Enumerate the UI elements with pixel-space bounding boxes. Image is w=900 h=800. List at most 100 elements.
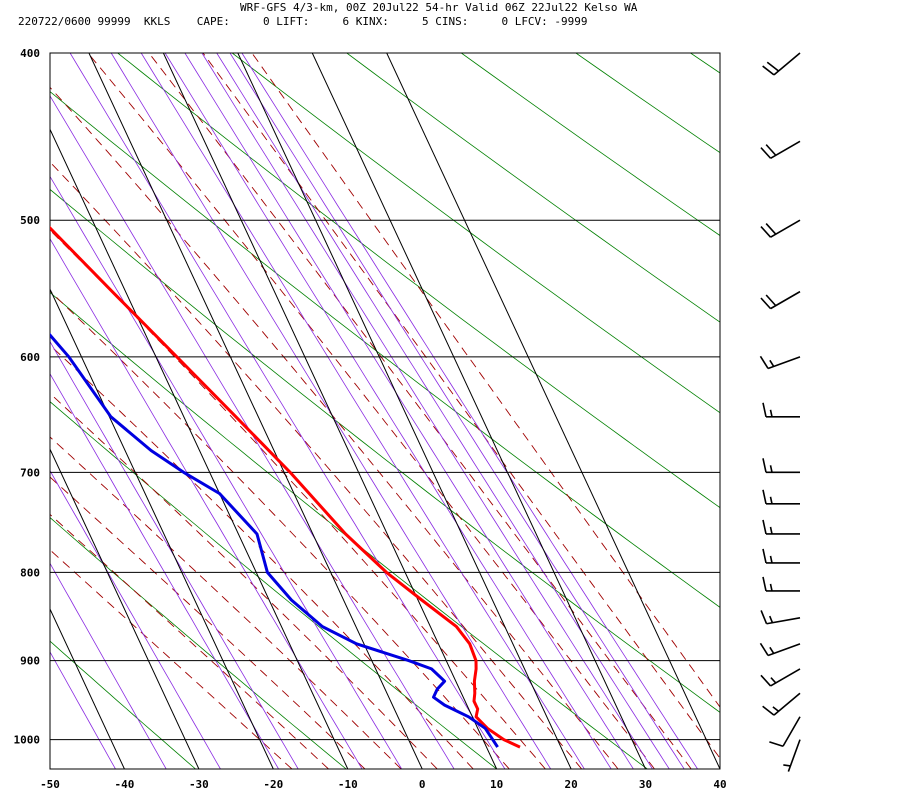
barb-feather: [769, 741, 784, 747]
dry-adiabat: [231, 53, 720, 414]
mixing-ratio-line: [50, 562, 167, 769]
temperature-line: [50, 225, 521, 749]
x-tick-label: -40: [115, 778, 135, 791]
moist-adiabat: [50, 392, 438, 769]
barb-feather: [762, 705, 775, 716]
mixing-ratio-line: [164, 53, 612, 769]
dry-adiabat: [50, 517, 347, 769]
barb-half-feather: [769, 496, 773, 504]
barb-feather: [765, 294, 777, 307]
isotherm: [386, 53, 720, 769]
dry-adiabat: [117, 53, 720, 509]
barb-staff: [773, 692, 801, 716]
y-tick-label: 700: [20, 466, 40, 479]
moist-adiabat: [50, 436, 402, 769]
mixing-ratio-line: [229, 53, 685, 769]
barb-half-feather: [769, 409, 773, 417]
barb-staff: [770, 668, 801, 687]
barb-feather: [760, 147, 772, 159]
mixing-ratio-line: [50, 175, 403, 769]
dry-adiabat: [575, 53, 720, 154]
moist-adiabat: [50, 549, 293, 769]
dry-adiabat: [50, 188, 720, 713]
wind-barb: [762, 519, 800, 535]
barb-half-feather: [769, 583, 773, 592]
isotherm: [237, 53, 572, 769]
mixing-ratio-line: [50, 95, 455, 769]
isotherm: [50, 128, 349, 769]
series: [50, 225, 521, 749]
wind-barb: [762, 458, 800, 474]
barb-feather: [760, 610, 768, 625]
isotherm: [50, 607, 125, 769]
barb-half-feather: [770, 677, 777, 684]
wind-barb: [759, 355, 801, 370]
barb-feather: [762, 458, 767, 473]
dry-adiabat: [50, 401, 497, 769]
dewpoint-line: [50, 332, 499, 748]
barb-feather: [760, 226, 772, 238]
wind-barb: [760, 668, 801, 687]
mixing-ratio-line: [69, 53, 506, 769]
y-tick-label: 800: [20, 566, 40, 579]
wind-barb: [762, 489, 800, 505]
barb-half-feather: [769, 465, 773, 473]
wind-barb: [783, 739, 801, 772]
mixing-ratio-line: [50, 373, 279, 769]
mixing-ratio-line: [201, 53, 653, 769]
barb-staff: [773, 52, 801, 76]
barb-feather: [759, 642, 769, 656]
x-tick-label: 30: [639, 778, 652, 791]
moist-adiabat: [50, 161, 583, 769]
y-tick-label: 900: [20, 655, 40, 668]
barb-feather: [760, 674, 772, 687]
moist-adiabat: [50, 229, 546, 769]
barb-half-feather: [769, 555, 773, 564]
y-tick-label: 600: [20, 351, 40, 364]
dry-adiabat: [805, 53, 900, 769]
barb-half-feather: [769, 646, 775, 654]
wind-barb: [760, 290, 801, 310]
moist-adiabat: [202, 53, 720, 760]
x-tick-label: -50: [40, 778, 60, 791]
isotherm: [311, 53, 647, 769]
y-tick-label: 1000: [14, 734, 41, 747]
chart-title: WRF-GFS 4/3-km, 00Z 20Jul22 54-hr Valid …: [240, 1, 638, 14]
wind-barb: [762, 548, 800, 564]
x-tick-label: -30: [189, 778, 209, 791]
wind-barb: [762, 576, 800, 592]
x-tick-label: 40: [713, 778, 726, 791]
wind-barb: [760, 219, 801, 238]
mixing-ratio-line: [110, 53, 552, 769]
dry-adiabat: [346, 53, 720, 323]
barb-staff: [767, 356, 801, 370]
barb-staff: [770, 290, 801, 310]
wind-barb: [759, 642, 801, 657]
mixing-ratio-line: [241, 53, 698, 769]
wind-barb: [762, 52, 801, 76]
grid: [49, 52, 721, 770]
barb-feather: [762, 489, 767, 504]
isotherm: [88, 53, 423, 769]
mixing-ratio-line: [216, 53, 670, 769]
x-tick-label: 20: [564, 778, 577, 791]
plot-frame: [49, 52, 721, 770]
tick-labels: 400 500 600 700 800 900 1000 -50 -40 -30 -20 -10 0 10…: [14, 47, 727, 791]
y-tick-label: 400: [20, 47, 40, 60]
wind-barbs: [759, 52, 801, 772]
barb-feather: [760, 297, 772, 310]
x-tick-label: 0: [419, 778, 426, 791]
dry-adiabat: [690, 53, 720, 74]
barb-staff: [782, 716, 801, 747]
barb-half-feather: [783, 764, 791, 767]
moist-adiabat: [50, 290, 510, 769]
barb-feather: [762, 65, 775, 76]
barb-feather: [766, 61, 780, 72]
x-tick-label: 10: [490, 778, 503, 791]
moist-adiabat: [50, 513, 329, 769]
x-tick-label: -20: [263, 778, 283, 791]
barb-half-feather: [768, 615, 774, 623]
mixing-ratio-line: [50, 469, 221, 769]
x-tick-label: -10: [338, 778, 358, 791]
wind-barb: [769, 716, 801, 747]
